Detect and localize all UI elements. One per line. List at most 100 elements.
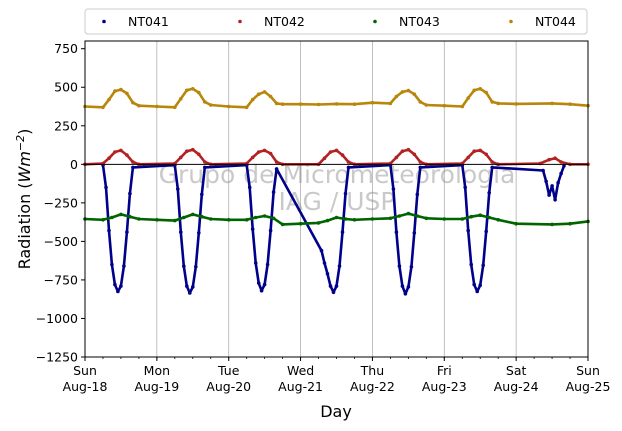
data-point [203, 100, 207, 104]
data-point [415, 214, 420, 218]
data-point [400, 90, 405, 94]
data-point [562, 164, 566, 168]
x-tick-label-date: Aug-22 [350, 379, 395, 394]
data-point [179, 155, 183, 160]
data-point [137, 103, 141, 108]
data-point [331, 290, 336, 295]
data-point [155, 218, 159, 222]
data-point [556, 181, 560, 185]
data-point [280, 102, 285, 106]
data-point [466, 228, 471, 233]
data-point [101, 218, 105, 222]
data-point [173, 218, 177, 223]
data-point [107, 97, 111, 102]
data-point [424, 216, 429, 221]
data-point [406, 88, 411, 93]
data-point [244, 105, 249, 110]
x-tick-label-date: Aug-21 [278, 379, 323, 394]
data-point [328, 150, 333, 154]
data-point [472, 282, 477, 287]
data-point [481, 263, 486, 268]
data-point [271, 190, 276, 194]
data-point [262, 90, 267, 94]
data-point [553, 156, 557, 160]
data-point [265, 262, 270, 267]
data-point [191, 285, 195, 289]
data-point [442, 217, 447, 221]
data-point [568, 221, 572, 226]
data-point [191, 212, 195, 217]
data-point [484, 90, 489, 95]
data-point [403, 292, 408, 296]
y-axis-label-unit: Wm [15, 151, 34, 182]
data-point [325, 218, 330, 223]
data-point [209, 217, 213, 221]
x-tick-label-day: Thu [360, 363, 384, 378]
data-point [388, 216, 393, 221]
y-tick-label: −250 [44, 195, 78, 210]
data-point [280, 222, 285, 227]
data-point [185, 149, 189, 153]
data-point [110, 262, 114, 267]
x-tick-label-day: Mon [144, 363, 170, 378]
data-point [226, 104, 231, 109]
data-point [553, 198, 557, 202]
data-point [119, 284, 123, 288]
data-point [334, 284, 339, 288]
x-tick-label-day: Sat [506, 363, 527, 378]
data-point [197, 231, 201, 235]
data-point [394, 230, 399, 234]
data-point [274, 101, 279, 106]
data-point [547, 157, 551, 162]
y-tick-label: −1000 [36, 311, 78, 326]
data-point [256, 92, 261, 96]
data-point [197, 152, 201, 157]
x-tick-label-day: Tue [217, 363, 240, 378]
data-point [472, 88, 477, 93]
data-point [490, 100, 495, 104]
data-point [107, 228, 111, 233]
y-axis-label-exponent: −2 [14, 135, 27, 151]
data-point [155, 104, 159, 109]
data-point [256, 150, 261, 154]
legend-label-nt042: NT042 [264, 14, 305, 29]
data-point [487, 215, 492, 220]
data-point [107, 156, 111, 160]
y-tick-label: 500 [54, 80, 78, 95]
data-point [514, 102, 518, 106]
x-tick-label-day: Sun [73, 363, 97, 378]
data-point [250, 155, 255, 160]
data-point [322, 156, 327, 160]
data-point [397, 214, 402, 218]
data-point [262, 214, 267, 218]
data-point [472, 149, 477, 153]
data-point [182, 264, 186, 268]
legend-label-nt043: NT043 [399, 14, 440, 29]
data-point [397, 264, 402, 268]
y-tick-label: 750 [54, 41, 78, 56]
data-point [271, 216, 276, 221]
data-point [203, 165, 207, 170]
data-point [256, 281, 261, 285]
data-point [173, 105, 177, 110]
legend-label-nt044: NT044 [535, 14, 576, 29]
data-point [250, 227, 255, 231]
data-point [463, 185, 468, 190]
data-point [200, 214, 204, 219]
data-point [460, 217, 465, 221]
data-point [247, 185, 252, 190]
data-point [131, 100, 135, 105]
data-point [200, 192, 204, 197]
data-point [185, 284, 189, 288]
data-point [298, 102, 303, 106]
y-tick-label: 250 [54, 118, 78, 133]
data-point [131, 165, 135, 170]
data-point [125, 91, 129, 96]
data-point [346, 165, 351, 170]
data-point [346, 160, 351, 164]
data-point [131, 160, 135, 164]
data-point [334, 215, 339, 220]
y-axis: 750 500 250 0 −250 −500 −750 −1000 −1250 [36, 41, 85, 365]
x-axis-label: Day [320, 402, 352, 421]
